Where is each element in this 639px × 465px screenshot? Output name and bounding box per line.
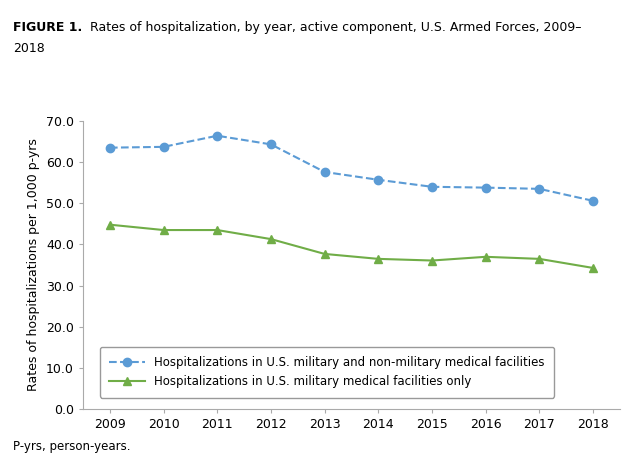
- Text: Rates of hospitalization, by year, active component, U.S. Armed Forces, 2009–: Rates of hospitalization, by year, activ…: [86, 21, 581, 34]
- Y-axis label: Rates of hospitalizations per 1,000 p-yrs: Rates of hospitalizations per 1,000 p-yr…: [27, 139, 40, 392]
- Text: FIGURE 1.: FIGURE 1.: [13, 21, 82, 34]
- Text: P-yrs, person-years.: P-yrs, person-years.: [13, 440, 130, 453]
- Text: 2018: 2018: [13, 42, 45, 55]
- Legend: Hospitalizations in U.S. military and non-military medical facilities, Hospitali: Hospitalizations in U.S. military and no…: [100, 347, 554, 398]
